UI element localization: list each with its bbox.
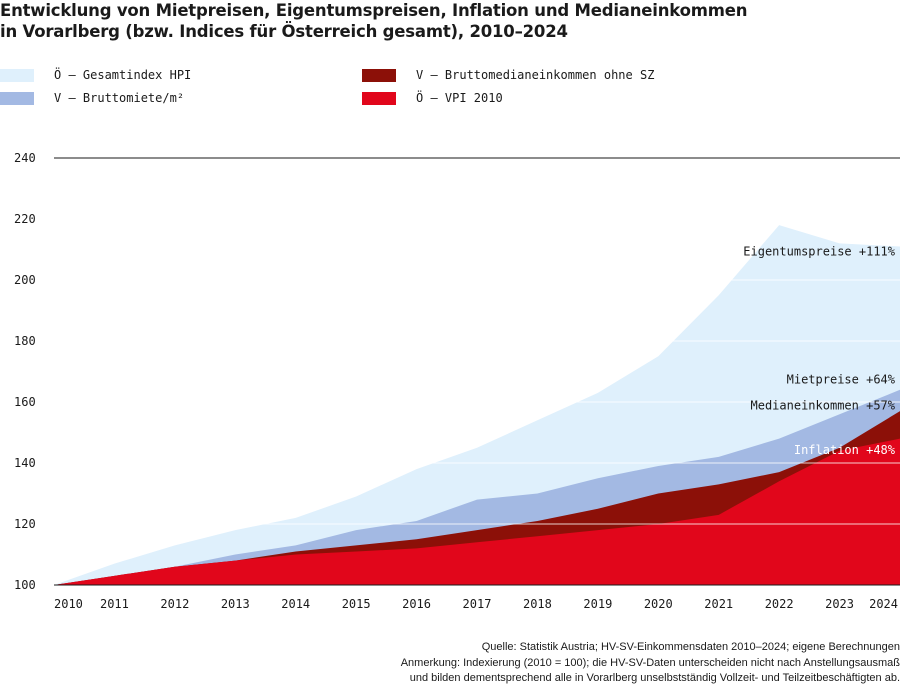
- x-tick-label-2019: 2019: [583, 597, 612, 611]
- legend-item-vpi: Ö – VPI 2010: [362, 91, 503, 105]
- x-tick-label-2024: 2024: [869, 597, 898, 611]
- y-tick-label-140: 140: [14, 456, 36, 470]
- chart-title-line1: Entwicklung von Mietpreisen, Eigentumspr…: [0, 1, 748, 20]
- annotation-0: Eigentumspreise +111%: [743, 245, 895, 259]
- chart-title: Entwicklung von Mietpreisen, Eigentumspr…: [0, 0, 748, 42]
- legend-label-hpi: Ö – Gesamtindex HPI: [54, 68, 192, 82]
- x-tick-label-2011: 2011: [100, 597, 129, 611]
- annotation-3: Inflation +48%: [794, 443, 896, 457]
- source-line1: Quelle: Statistik Austria; HV-SV-Einkomm…: [481, 641, 900, 653]
- legend-item-medianeinkommen: V – Bruttomedianeinkommen ohne SZ: [362, 68, 654, 82]
- x-tick-label-2012: 2012: [160, 597, 189, 611]
- x-tick-label-2015: 2015: [342, 597, 371, 611]
- x-tick-label-2018: 2018: [523, 597, 552, 611]
- x-tick-label-2010: 2010: [54, 597, 83, 611]
- y-tick-label-200: 200: [14, 273, 36, 287]
- x-tick-label-2021: 2021: [704, 597, 733, 611]
- legend-label-bruttomiete: V – Bruttomiete/m²: [54, 91, 185, 105]
- x-tick-label-2023: 2023: [825, 597, 854, 611]
- annotation-1: Mietpreise +64%: [787, 373, 896, 387]
- y-tick-label-220: 220: [14, 212, 36, 226]
- source-note: Quelle: Statistik Austria; HV-SV-Einkomm…: [280, 640, 900, 687]
- legend-item-bruttomiete: V – Bruttomiete/m²: [0, 91, 184, 105]
- legend-swatch-bruttomiete: [0, 91, 34, 105]
- y-tick-label-240: 240: [14, 151, 36, 165]
- y-tick-label-120: 120: [14, 517, 36, 531]
- legend-swatch-hpi: [0, 68, 34, 82]
- legend-swatch-vpi: [362, 91, 396, 105]
- y-tick-label-180: 180: [14, 334, 36, 348]
- source-line3: und bilden dementsprechend alle in Vorar…: [409, 672, 900, 684]
- y-tick-label-100: 100: [14, 578, 36, 592]
- x-tick-label-2020: 2020: [644, 597, 673, 611]
- x-tick-label-2022: 2022: [765, 597, 794, 611]
- x-tick-label-2014: 2014: [281, 597, 310, 611]
- chart-title-line2: in Vorarlberg (bzw. Indices für Österrei…: [0, 22, 568, 41]
- area-series-3: [54, 438, 900, 585]
- x-tick-label-2017: 2017: [463, 597, 492, 611]
- legend-swatch-medianeinkommen: [362, 68, 396, 82]
- legend-label-vpi: Ö – VPI 2010: [416, 91, 503, 105]
- annotation-2: Medianeinkommen +57%: [751, 399, 896, 413]
- x-tick-label-2016: 2016: [402, 597, 431, 611]
- legend-item-hpi: Ö – Gesamtindex HPI: [0, 68, 191, 82]
- y-tick-label-160: 160: [14, 395, 36, 409]
- legend-label-medianeinkommen: V – Bruttomedianeinkommen ohne SZ: [416, 68, 655, 82]
- source-line2: Anmerkung: Indexierung (2010 = 100); die…: [400, 656, 900, 669]
- x-tick-label-2013: 2013: [221, 597, 250, 611]
